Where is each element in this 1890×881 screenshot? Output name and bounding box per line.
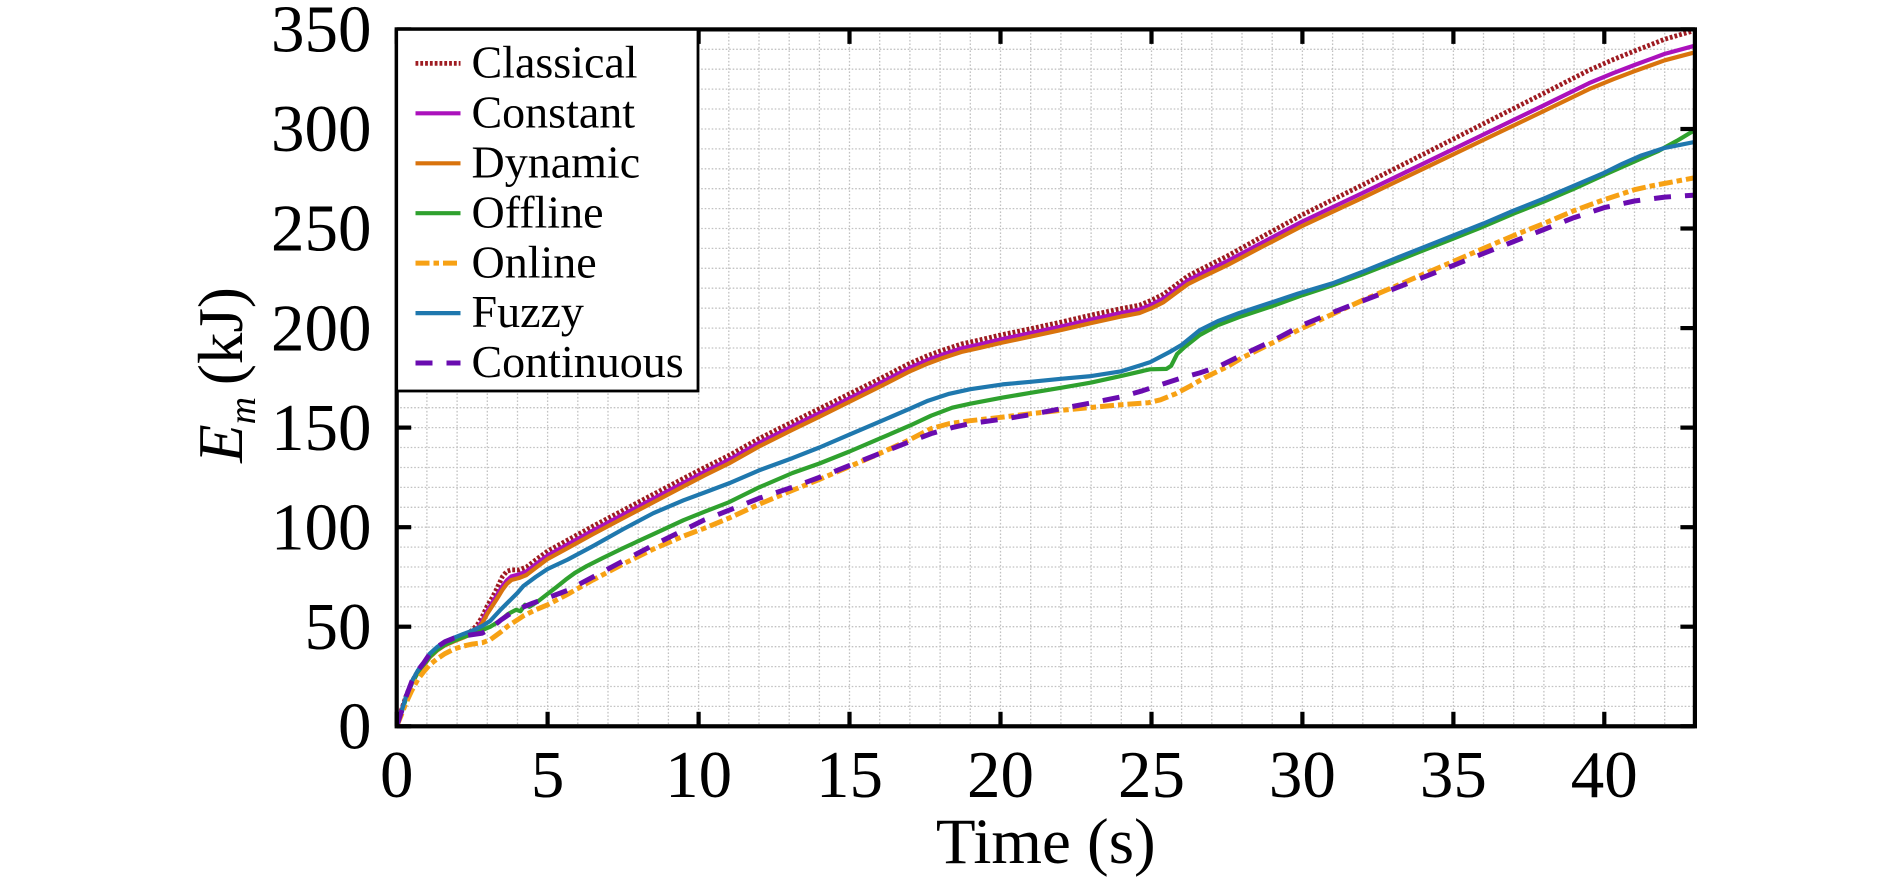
svg-text:Classical: Classical: [472, 37, 638, 88]
svg-text:20: 20: [967, 738, 1034, 812]
svg-text:350: 350: [271, 0, 372, 67]
svg-text:300: 300: [271, 92, 372, 166]
svg-text:35: 35: [1420, 738, 1487, 812]
svg-text:0: 0: [338, 690, 372, 764]
svg-text:Fuzzy: Fuzzy: [472, 286, 584, 337]
svg-text:Dynamic: Dynamic: [472, 137, 641, 188]
svg-text:200: 200: [271, 291, 372, 365]
svg-text:250: 250: [271, 192, 372, 266]
svg-text:30: 30: [1269, 738, 1336, 812]
svg-text:0: 0: [380, 738, 414, 812]
svg-text:15: 15: [816, 738, 883, 812]
svg-text:Offline: Offline: [472, 186, 604, 237]
svg-text:50: 50: [305, 590, 372, 664]
svg-text:Continuous: Continuous: [472, 336, 684, 387]
svg-text:Online: Online: [472, 236, 597, 287]
svg-text:Constant: Constant: [472, 87, 636, 138]
svg-text:150: 150: [271, 391, 372, 465]
svg-text:100: 100: [271, 490, 372, 564]
svg-text:Time (s): Time (s): [936, 806, 1156, 878]
svg-text:25: 25: [1118, 738, 1185, 812]
svg-text:5: 5: [531, 738, 565, 812]
svg-text:10: 10: [665, 738, 732, 812]
svg-text:Em (kJ): Em (kJ): [186, 287, 264, 464]
svg-text:40: 40: [1571, 738, 1638, 812]
